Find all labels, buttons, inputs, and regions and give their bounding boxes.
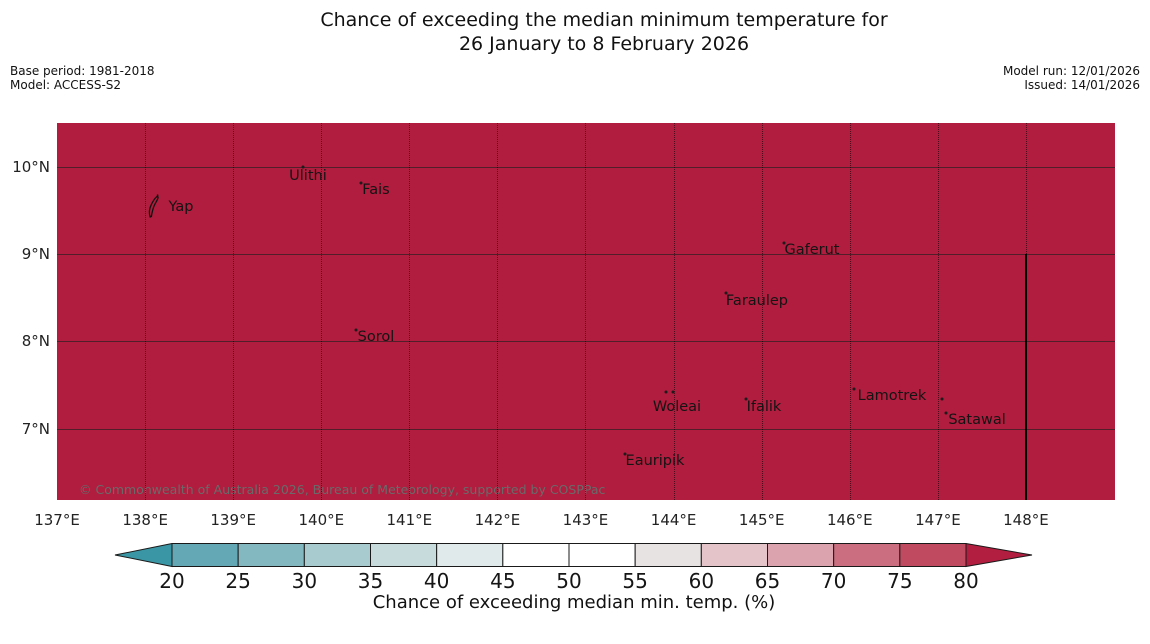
colorbar-tick-label: 65: [754, 569, 781, 593]
y-tick-label: 9°N: [21, 245, 50, 263]
place-label-sorol: Sorol: [357, 328, 395, 345]
longitude-gridline: [145, 123, 147, 500]
longitude-gridline: [233, 123, 235, 500]
island-marker: [671, 390, 675, 394]
colorbar-segment: [370, 543, 438, 567]
longitude-gridline: [321, 123, 323, 500]
longitude-gridline: [409, 123, 411, 500]
place-label-satawal: Satawal: [948, 412, 1006, 428]
place-label-lamotrek: Lamotrek: [857, 387, 927, 404]
model-run-text: Model run: 12/01/2026: [1002, 64, 1140, 78]
longitude-gridline: [673, 123, 675, 500]
colorbar-tick-label: 60: [688, 569, 715, 593]
colorbar-segment: [436, 543, 504, 567]
title-line-2: 26 January to 8 February 2026: [458, 33, 750, 55]
longitude-gridline: [937, 123, 939, 500]
x-tick-label: 137°E: [34, 511, 80, 529]
x-tick-label: 141°E: [386, 511, 433, 529]
colorbar-segment: [833, 543, 901, 567]
y-tick-label: 7°N: [21, 420, 50, 438]
island-marker: [664, 390, 668, 394]
colorbar-segment: [502, 543, 570, 567]
issued-text: Issued: 14/01/2026: [1024, 78, 1140, 92]
island-marker: [782, 241, 786, 245]
island-marker: [301, 165, 305, 169]
island-marker: [944, 411, 948, 415]
colorbar-tick-label: 55: [622, 569, 648, 593]
colorbar-tick-label: 80: [953, 569, 979, 593]
island-marker: [623, 452, 627, 456]
x-tick-label: 146°E: [826, 511, 873, 529]
x-tick-label: 143°E: [562, 511, 609, 529]
base-period-text: Base period: 1981-2018: [10, 64, 155, 78]
island-marker: [852, 387, 856, 391]
x-tick-label: 145°E: [738, 511, 785, 529]
copyright-text: © Commonwealth of Australia 2026, Bureau…: [79, 482, 606, 497]
island-marker: [940, 397, 944, 401]
yap-island-icon: [146, 193, 160, 223]
place-label-fais: Fais: [362, 181, 390, 198]
longitude-gridline: [849, 123, 851, 500]
colorbar-tick-label: 50: [556, 569, 582, 593]
colorbar-tick-label: 45: [490, 569, 516, 593]
island-marker: [354, 328, 358, 332]
y-tick-label: 8°N: [21, 331, 50, 350]
x-tick-label: 147°E: [915, 511, 961, 529]
annotation-top-left: Base period: 1981-2018 Model: ACCESS-S2: [10, 64, 155, 92]
colorbar-label: Chance of exceeding median min. temp. (%…: [372, 592, 776, 613]
x-tick-label: 139°E: [210, 511, 256, 529]
colorbar-over-arrow: [965, 543, 1033, 568]
page-title: Chance of exceeding the median minimum t…: [320, 8, 887, 56]
colorbar-tick-label: 25: [225, 569, 251, 593]
island-marker: [724, 291, 728, 295]
x-tick-label: 144°E: [650, 511, 697, 529]
place-label-faraulep: Faraulep: [725, 292, 789, 309]
colorbar-segment: [568, 543, 636, 567]
colorbar-segment: [171, 543, 239, 567]
colorbar-tick-label: 35: [357, 569, 384, 593]
longitude-gridline: [497, 123, 499, 500]
island-marker: [744, 397, 748, 401]
colorbar-segment: [303, 543, 371, 567]
colorbar-tick-label: 20: [159, 569, 185, 593]
place-label-ulithi: Ulithi: [289, 168, 327, 184]
region-boundary-line: [1024, 254, 1027, 500]
place-label-ifalik: Ifalik: [746, 398, 782, 415]
y-tick-label: 10°N: [12, 157, 50, 176]
place-label-yap: Yap: [168, 198, 194, 215]
colorbar-under-arrow: [114, 543, 173, 568]
colorbar-segment: [767, 543, 835, 567]
longitude-gridline: [585, 123, 587, 500]
longitude-gridline: [761, 123, 763, 500]
island-marker: [359, 181, 363, 185]
place-label-woleai: Woleai: [652, 398, 702, 415]
colorbar-segment: [634, 543, 702, 567]
place-label-gaferut: Gaferut: [784, 242, 840, 258]
colorbar-segment: [237, 543, 305, 567]
annotation-top-right: Model run: 12/01/2026 Issued: 14/01/2026: [1003, 64, 1140, 92]
colorbar-segment: [700, 543, 768, 567]
model-text: Model: ACCESS-S2: [10, 78, 122, 92]
colorbar-scale: [114, 543, 1033, 568]
colorbar-tick-label: 30: [291, 569, 318, 593]
map-area: © Commonwealth of Australia 2026, Bureau…: [57, 123, 1115, 500]
x-tick-label: 142°E: [474, 511, 521, 529]
title-line-1: Chance of exceeding the median minimum t…: [320, 9, 888, 31]
colorbar-segment: [899, 543, 967, 567]
x-tick-label: 140°E: [298, 511, 345, 529]
place-label-eauripik: Eauripik: [625, 453, 685, 470]
x-tick-label: 138°E: [122, 511, 168, 529]
colorbar-tick-label: 40: [423, 569, 450, 593]
colorbar-tick-label: 75: [887, 569, 913, 593]
x-tick-label: 148°E: [1003, 511, 1049, 529]
colorbar-tick-label: 70: [820, 569, 847, 593]
